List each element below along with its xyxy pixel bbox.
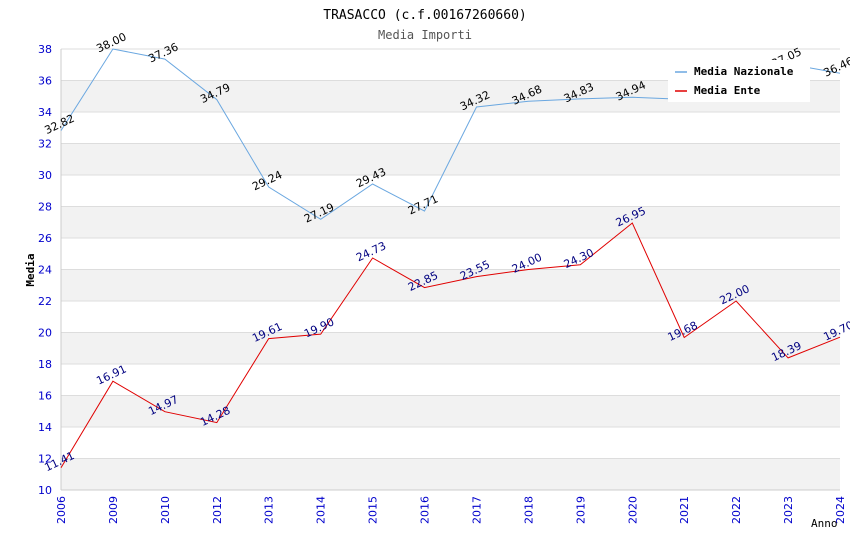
grid-band xyxy=(61,427,840,459)
y-axis-label: Media xyxy=(24,253,37,286)
chart-subtitle: Media Importi xyxy=(378,28,472,42)
legend-label-nazionale: Media Nazionale xyxy=(694,65,794,78)
plot-area-frame xyxy=(60,49,840,491)
grid-lines xyxy=(61,48,840,491)
x-tick-label: 2006 xyxy=(55,496,68,524)
x-tick-label: 2012 xyxy=(211,496,224,524)
y-tick-label: 38 xyxy=(38,43,52,56)
y-tick-label: 20 xyxy=(38,327,52,340)
y-tick-label: 34 xyxy=(38,106,52,119)
x-tick-label: 2024 xyxy=(834,496,847,524)
x-tick-label: 2016 xyxy=(419,496,432,524)
y-tick-label: 18 xyxy=(38,358,52,371)
grid-band xyxy=(61,112,840,144)
grid-band xyxy=(61,206,840,238)
x-tick-label: 2010 xyxy=(159,496,172,524)
y-tick-label: 10 xyxy=(38,484,52,497)
y-axis-ticks: 10 12 14 16 18 20 22 24 26 28 30 32 34 36 38 xyxy=(38,43,52,497)
x-tick-label: 2017 xyxy=(470,496,483,524)
grid-band xyxy=(61,458,840,490)
x-tick-label: 2019 xyxy=(574,496,587,524)
y-tick-label: 26 xyxy=(38,232,52,245)
x-tick-label: 2022 xyxy=(730,496,743,524)
legend: Media Nazionale Media Ente xyxy=(668,60,810,102)
y-tick-label: 22 xyxy=(38,295,52,308)
x-tick-label: 2020 xyxy=(626,496,639,524)
y-tick-label: 28 xyxy=(38,201,52,214)
y-tick-label: 16 xyxy=(38,390,52,403)
chart-title: TRASACCO (c.f.00167260660) xyxy=(323,8,527,23)
grid-band xyxy=(61,364,840,396)
grid-band xyxy=(61,332,840,364)
x-axis-ticks: 2006 2009 2010 2012 2013 2014 2015 2016 2017 2018… xyxy=(55,496,847,524)
x-tick-label: 2015 xyxy=(367,496,380,524)
x-tick-label: 2023 xyxy=(782,496,795,524)
grid-band xyxy=(61,395,840,427)
y-tick-label: 36 xyxy=(38,75,52,88)
grid-band xyxy=(61,175,840,207)
legend-label-ente: Media Ente xyxy=(694,84,761,97)
y-tick-label: 24 xyxy=(38,264,52,277)
x-tick-label: 2009 xyxy=(107,496,120,524)
y-tick-label: 12 xyxy=(38,453,52,466)
x-tick-label: 2013 xyxy=(263,496,276,524)
x-axis-label: Anno xyxy=(811,517,838,530)
grid-band xyxy=(61,238,840,270)
x-tick-label: 2014 xyxy=(315,496,328,524)
legend-box xyxy=(668,60,810,102)
grid-bands xyxy=(61,49,840,490)
grid-band xyxy=(61,269,840,301)
y-tick-label: 32 xyxy=(38,138,52,151)
y-tick-label: 14 xyxy=(38,421,52,434)
y-tick-label: 30 xyxy=(38,169,52,182)
series-line-media-ente xyxy=(60,222,841,469)
grid-band xyxy=(61,301,840,333)
x-tick-label: 2021 xyxy=(678,496,691,524)
x-tick-label: 2018 xyxy=(522,496,535,524)
